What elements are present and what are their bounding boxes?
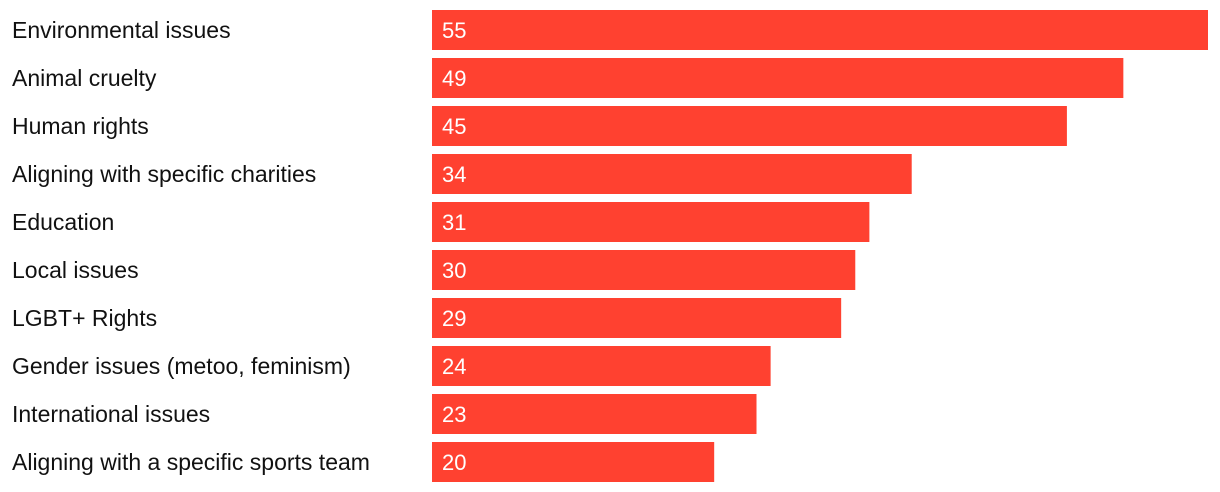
bar xyxy=(432,346,771,386)
bar xyxy=(432,106,1067,146)
category-label: Aligning with specific charities xyxy=(12,161,316,187)
value-label: 30 xyxy=(442,258,466,283)
category-label: LGBT+ Rights xyxy=(12,305,157,331)
bar-row: Human rights 45 xyxy=(12,106,1067,146)
bar-row: Animal cruelty 49 xyxy=(12,58,1124,98)
value-label: 34 xyxy=(442,162,466,187)
bar xyxy=(432,394,757,434)
category-label: International issues xyxy=(12,401,210,427)
value-label: 29 xyxy=(442,306,466,331)
bar-row: Local issues 30 xyxy=(12,250,856,290)
bar xyxy=(432,10,1208,50)
category-label: Education xyxy=(12,209,114,235)
value-label: 45 xyxy=(442,114,466,139)
bar-row: Environmental issues 55 xyxy=(12,10,1208,50)
bar xyxy=(432,250,856,290)
category-label: Environmental issues xyxy=(12,17,231,43)
bar-row: Gender issues (metoo, feminism) 24 xyxy=(12,346,771,386)
category-label: Local issues xyxy=(12,257,139,283)
category-label: Human rights xyxy=(12,113,149,139)
bar xyxy=(432,154,912,194)
value-label: 23 xyxy=(442,402,466,427)
bar-row: Aligning with specific charities 34 xyxy=(12,154,912,194)
value-label: 49 xyxy=(442,66,466,91)
value-label: 31 xyxy=(442,210,466,235)
bar xyxy=(432,442,715,482)
category-label: Animal cruelty xyxy=(12,65,157,91)
bar-row: International issues 23 xyxy=(12,394,757,434)
category-label: Gender issues (metoo, feminism) xyxy=(12,353,351,379)
value-label: 55 xyxy=(442,18,466,43)
bar xyxy=(432,298,842,338)
value-label: 24 xyxy=(442,354,466,379)
bar-row: LGBT+ Rights 29 xyxy=(12,298,842,338)
bar xyxy=(432,202,870,242)
bar-row: Aligning with a specific sports team 20 xyxy=(12,442,715,482)
bar-row: Education 31 xyxy=(12,202,870,242)
value-label: 20 xyxy=(442,450,466,475)
bar xyxy=(432,58,1124,98)
category-label: Aligning with a specific sports team xyxy=(12,449,370,475)
bar-rows: Environmental issues 55 Animal cruelty 49 Hu… xyxy=(12,10,1208,482)
